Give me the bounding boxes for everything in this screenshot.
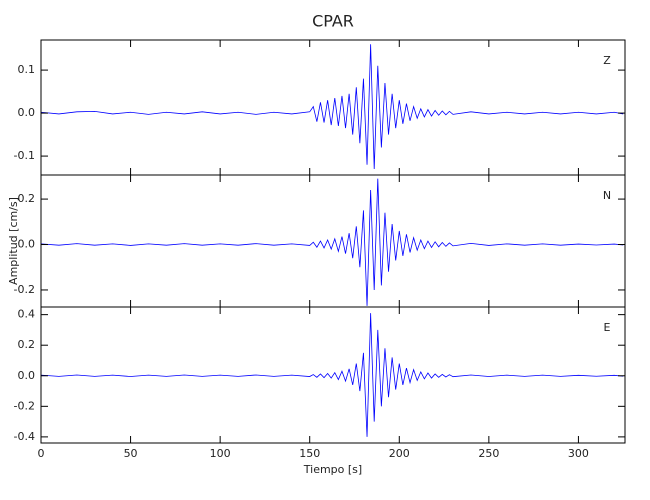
x-tick-label: 150: [299, 447, 320, 460]
chart-title: CPAR: [312, 12, 354, 31]
y-tick-label: -0.2: [14, 283, 35, 296]
panel-label: N: [603, 189, 611, 202]
panel-label: Z: [603, 54, 611, 67]
y-tick-label: 0.2: [18, 338, 36, 351]
x-tick-label: 250: [478, 447, 499, 460]
panel-label: E: [604, 321, 611, 334]
x-tick-label: 0: [38, 447, 45, 460]
y-tick-label: -0.2: [14, 399, 35, 412]
y-axis-label: Amplitud [cm/s]: [7, 197, 20, 285]
waveform: [40, 313, 624, 437]
y-tick-label: 0.2: [18, 192, 36, 205]
y-tick-label: 0.0: [18, 369, 36, 382]
x-axis-label: Tiempo [s]: [303, 463, 362, 476]
panel-frame: [40, 174, 626, 308]
y-tick-label: -0.4: [14, 430, 35, 443]
x-tick-label: 300: [568, 447, 589, 460]
panel-frame: [40, 39, 626, 176]
y-tick-label: 0.1: [18, 63, 36, 76]
x-tick-label: 200: [389, 447, 410, 460]
y-tick-label: 0.4: [18, 308, 36, 321]
waveform: [40, 44, 624, 169]
y-tick-label: -0.1: [14, 149, 35, 162]
y-tick-label: 0.0: [18, 106, 36, 119]
waveform: [40, 178, 624, 306]
panel-frame: [40, 306, 626, 444]
x-tick-label: 50: [124, 447, 138, 460]
x-tick-label: 100: [210, 447, 231, 460]
y-tick-label: 0.0: [18, 238, 36, 251]
